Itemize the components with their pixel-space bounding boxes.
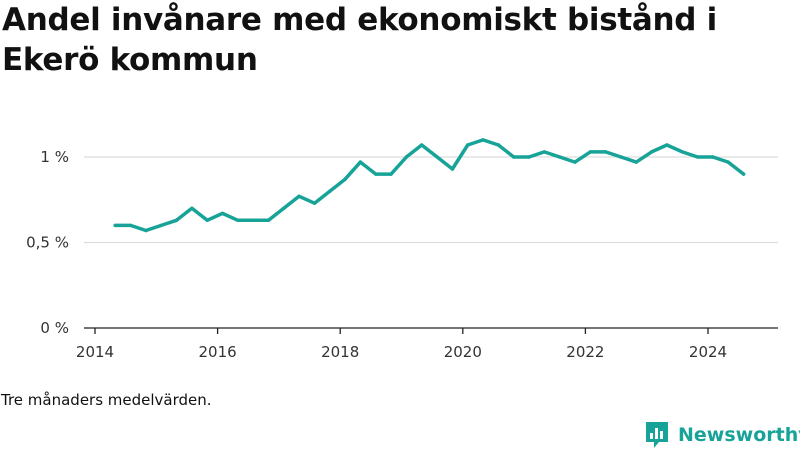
data-point bbox=[420, 143, 424, 147]
data-point bbox=[251, 218, 255, 222]
data-point bbox=[603, 150, 608, 154]
y-tick-label: 0 % bbox=[40, 319, 69, 337]
data-point bbox=[113, 223, 117, 228]
data-point bbox=[159, 223, 163, 228]
data-point bbox=[665, 143, 669, 147]
data-point bbox=[220, 211, 225, 216]
data-point bbox=[512, 155, 516, 159]
bar-chart-icon bbox=[646, 422, 668, 448]
chart-note: Tre månaders medelvärden. bbox=[1, 391, 212, 409]
data-point bbox=[343, 177, 347, 181]
series-line bbox=[113, 138, 746, 233]
data-point bbox=[573, 160, 577, 164]
chart-title: Andel invånare med ekonomiskt bistånd i … bbox=[2, 2, 717, 78]
data-point bbox=[404, 155, 409, 159]
y-axis-ticks: 0 % 0,5 % 1 % bbox=[26, 148, 69, 337]
data-point bbox=[389, 172, 393, 176]
data-point bbox=[496, 143, 501, 147]
data-point bbox=[680, 150, 684, 154]
x-tick-label: 2020 bbox=[444, 343, 482, 361]
data-point bbox=[741, 172, 746, 176]
data-point bbox=[527, 155, 531, 159]
x-axis: 2014 2016 2018 2020 2022 2024 bbox=[76, 327, 778, 361]
data-point bbox=[558, 155, 562, 159]
data-point bbox=[711, 155, 715, 159]
data-point bbox=[297, 194, 301, 198]
data-point bbox=[435, 155, 439, 159]
data-point bbox=[236, 218, 240, 222]
series-group bbox=[113, 138, 746, 233]
data-point bbox=[588, 150, 592, 154]
newsworthy-logo[interactable]: Newsworthy bbox=[644, 419, 800, 451]
data-point bbox=[205, 218, 209, 222]
data-point bbox=[542, 150, 546, 154]
x-tick-label: 2024 bbox=[689, 343, 727, 361]
data-point bbox=[128, 223, 133, 228]
data-point bbox=[282, 206, 286, 210]
data-point bbox=[358, 160, 363, 164]
data-point bbox=[649, 150, 654, 154]
data-point bbox=[466, 143, 470, 147]
data-point bbox=[481, 138, 485, 142]
data-point bbox=[634, 160, 638, 164]
data-point bbox=[450, 167, 455, 171]
brand-name: Newsworthy bbox=[678, 424, 800, 446]
y-tick-label: 0,5 % bbox=[26, 234, 69, 252]
data-point bbox=[190, 206, 194, 210]
data-point bbox=[695, 155, 700, 159]
x-tick-label: 2016 bbox=[199, 343, 237, 361]
data-point bbox=[328, 189, 332, 193]
x-tick-label: 2022 bbox=[566, 343, 604, 361]
data-point bbox=[374, 172, 378, 176]
x-tick-label: 2018 bbox=[321, 343, 359, 361]
data-point bbox=[144, 228, 148, 233]
data-point bbox=[619, 155, 623, 159]
data-point bbox=[266, 218, 271, 222]
data-point bbox=[312, 201, 317, 205]
y-tick-label: 1 % bbox=[40, 148, 69, 166]
x-tick-label: 2014 bbox=[76, 343, 114, 361]
data-point bbox=[174, 218, 179, 222]
grid-lines bbox=[84, 156, 778, 244]
data-point bbox=[726, 160, 730, 164]
